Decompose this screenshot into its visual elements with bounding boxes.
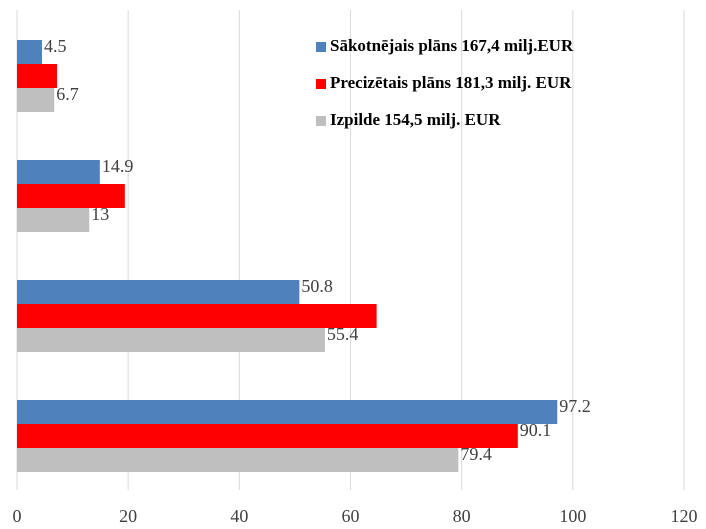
bar — [17, 208, 90, 232]
data-label: 6.7 — [56, 84, 78, 104]
x-tick-label: 0 — [13, 506, 22, 526]
data-label: 13 — [91, 204, 109, 224]
data-label: 79.4 — [460, 444, 492, 464]
legend-swatch — [316, 79, 326, 89]
legend-label: Sākotnējais plāns 167,4 milj.EUR — [330, 36, 574, 55]
bar — [17, 328, 325, 352]
data-label: 4.5 — [44, 36, 66, 56]
data-label: 97.2 — [559, 396, 591, 416]
x-tick-label: 120 — [671, 506, 698, 526]
bar — [17, 88, 55, 112]
x-tick-label: 100 — [559, 506, 586, 526]
data-label: 90.1 — [520, 420, 552, 440]
bar — [17, 280, 300, 304]
bar — [17, 424, 518, 448]
legend-label: Precizētais plāns 181,3 milj. EUR — [330, 73, 572, 92]
data-label: 55.4 — [327, 324, 359, 344]
legend-swatch — [316, 42, 326, 52]
legend-swatch — [316, 116, 326, 126]
bar — [17, 64, 58, 88]
legend-label: Izpilde 154,5 milj. EUR — [330, 110, 501, 129]
bar — [17, 448, 459, 472]
x-tick-label: 60 — [342, 506, 360, 526]
bar — [17, 400, 558, 424]
data-label: 50.8 — [301, 276, 333, 296]
x-tick-label: 20 — [119, 506, 137, 526]
data-label: 14.9 — [102, 156, 134, 176]
x-tick-label: 40 — [230, 506, 248, 526]
x-tick-label: 80 — [453, 506, 471, 526]
bar — [17, 304, 377, 328]
bar — [17, 160, 100, 184]
bar — [17, 40, 43, 64]
bar — [17, 184, 125, 208]
